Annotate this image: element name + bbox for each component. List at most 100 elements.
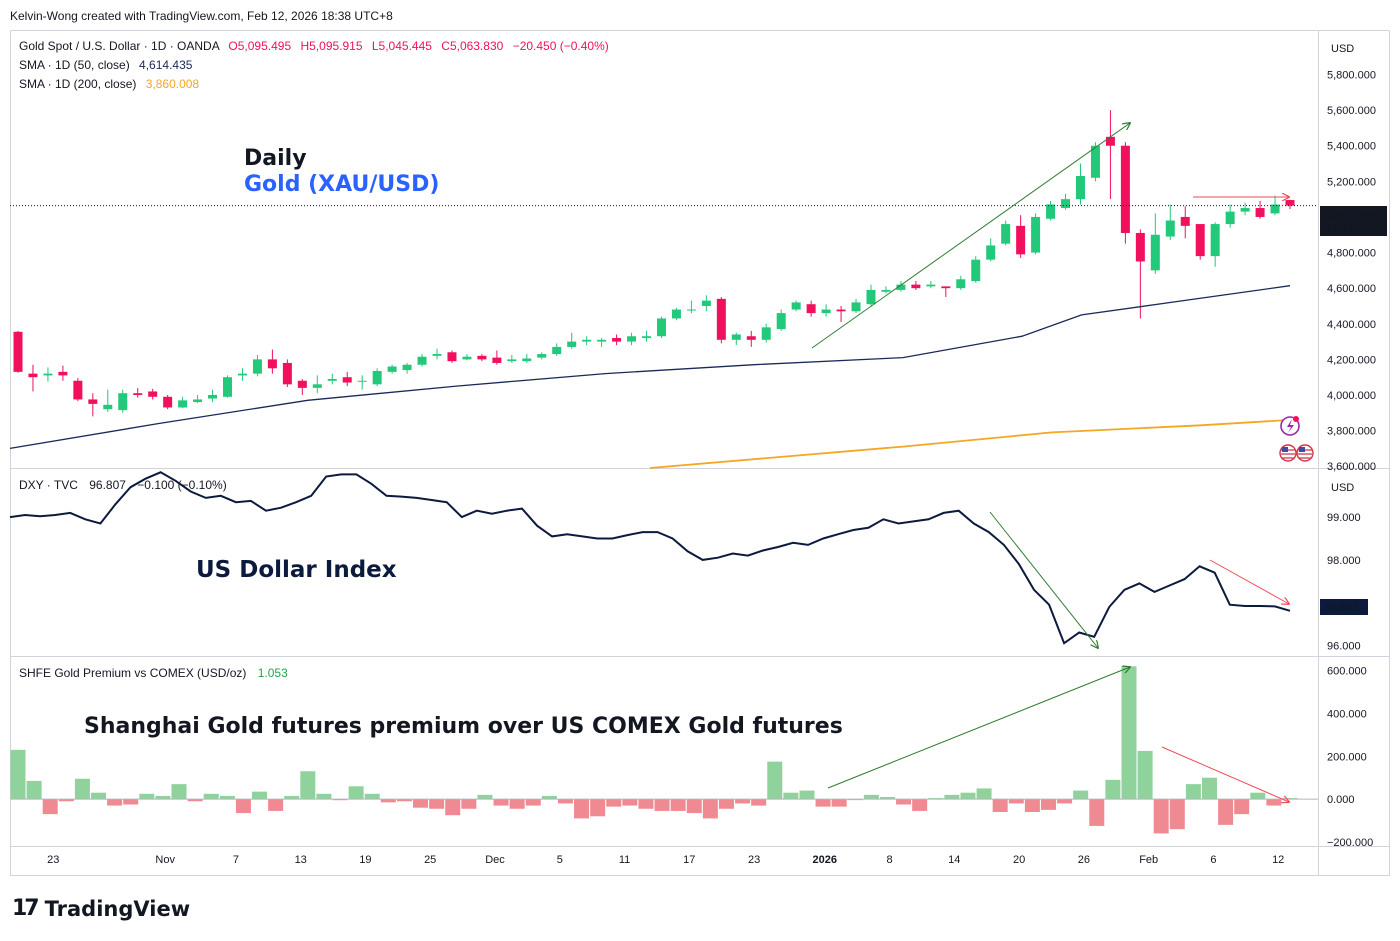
candle-body <box>716 298 726 340</box>
candle-body <box>1225 211 1235 225</box>
candle <box>552 343 562 356</box>
gold-y-tick: 5,600.000 <box>1327 105 1376 117</box>
x-axis-tick: 23 <box>748 854 760 866</box>
tradingview-logo[interactable]: 17 TradingView <box>12 896 190 921</box>
premium-bar <box>1250 792 1266 800</box>
x-axis-tick: 2026 <box>813 854 837 866</box>
candle <box>851 298 861 314</box>
premium-bar <box>10 749 26 800</box>
candle <box>223 375 233 398</box>
us-flag-icon[interactable] <box>1279 444 1314 462</box>
candle-body <box>956 279 966 289</box>
candle-body <box>1210 224 1220 257</box>
sma200-line <box>649 419 1291 469</box>
candle <box>327 373 337 385</box>
premium-bar <box>26 780 42 800</box>
premium-bar <box>1105 779 1121 800</box>
candle-body <box>567 341 577 347</box>
premium-bar <box>1040 799 1056 810</box>
candle-body <box>477 355 487 360</box>
candle-body <box>237 373 247 376</box>
x-axis-tick: 19 <box>359 854 371 866</box>
premium-bar <box>58 799 74 802</box>
candle <box>612 334 622 346</box>
candle-body <box>686 309 696 311</box>
x-axis-tick: 14 <box>948 854 960 866</box>
candle-body <box>208 395 218 399</box>
premium-bar <box>1153 799 1169 834</box>
premium-bar <box>477 794 493 800</box>
candle <box>387 364 397 374</box>
candle-body <box>821 309 831 314</box>
candle-body <box>671 309 681 319</box>
gold-y-tick: 5,400.000 <box>1327 141 1376 153</box>
gold-legend-change: −20.450 (−0.40%) <box>513 39 609 53</box>
candle <box>28 364 38 392</box>
candle-body <box>13 331 23 372</box>
sma50-line <box>9 285 1291 450</box>
premium-bar <box>944 794 960 800</box>
premium-bar <box>187 799 203 802</box>
premium-bar <box>896 799 912 805</box>
candle <box>118 389 128 413</box>
candle <box>402 362 412 374</box>
candle <box>103 389 113 412</box>
candle <box>701 295 711 312</box>
premium-bar <box>445 799 461 816</box>
dxy-drop-arrow <box>989 511 1098 648</box>
candle <box>477 354 487 362</box>
candle <box>1195 224 1205 260</box>
x-axis-tick: 7 <box>233 854 239 866</box>
candle-body <box>148 391 158 397</box>
gold-y-tick: 4,200.000 <box>1327 354 1376 366</box>
candle <box>1225 204 1235 228</box>
candle <box>1016 215 1026 258</box>
premium-bar <box>799 790 815 800</box>
candle <box>492 350 502 365</box>
x-axis-tick: Dec <box>485 854 505 866</box>
candle-body <box>462 356 472 360</box>
premium-bar <box>831 799 847 807</box>
candle-body <box>372 370 382 385</box>
premium-bar <box>219 795 235 800</box>
premium-bar <box>638 799 654 809</box>
gold-y-tick: 5,200.000 <box>1327 176 1376 188</box>
candle <box>208 389 218 403</box>
candle-body <box>312 384 322 388</box>
candle-body <box>118 393 128 411</box>
premium-bar <box>863 794 879 800</box>
candle-body <box>432 354 442 356</box>
candle-body <box>612 338 622 342</box>
candle-body <box>656 318 666 337</box>
gold-legend-close: C5,063.830 <box>441 39 503 53</box>
premium-bar <box>815 799 831 807</box>
premium-y-tick: 400.000 <box>1327 708 1367 720</box>
x-axis-ticks: 23 Nov 7 13 19 25 Dec 5 11 17 23 2026 8 14 20 26 Feb 6 12 <box>47 854 1284 866</box>
premium-bar <box>380 799 396 803</box>
gold-y-tick: 3,600.000 <box>1327 461 1376 473</box>
gold-y-tick: 4,000.000 <box>1327 390 1376 402</box>
candle <box>267 349 277 374</box>
candle <box>507 354 517 363</box>
dxy-currency-label: USD <box>1331 482 1354 494</box>
premium-bar <box>171 784 187 800</box>
candle-body <box>417 356 427 365</box>
candle <box>58 365 68 381</box>
candle <box>1150 213 1160 274</box>
dxy-decline-arrow <box>1209 559 1289 604</box>
candle <box>417 354 427 367</box>
lightning-icon[interactable] <box>1280 416 1300 436</box>
candle-body <box>1255 208 1265 217</box>
premium-bar <box>1121 666 1137 800</box>
candle <box>342 371 352 387</box>
candle-body <box>193 399 203 403</box>
chart-frame <box>10 30 1390 876</box>
candle-body <box>836 309 846 312</box>
candle <box>1210 222 1220 267</box>
premium-bar <box>203 793 219 800</box>
premium-bar <box>992 799 1008 812</box>
candle <box>971 256 981 283</box>
premium-bar <box>622 799 638 806</box>
candle <box>282 359 292 387</box>
